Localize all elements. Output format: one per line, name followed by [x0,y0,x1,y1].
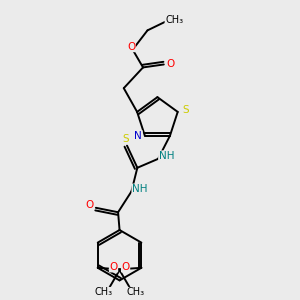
Text: O: O [127,42,135,52]
Text: O: O [122,262,130,272]
Text: S: S [183,105,189,116]
Text: O: O [166,59,174,70]
Text: CH₃: CH₃ [95,287,113,297]
Text: CH₃: CH₃ [126,287,145,297]
Text: NH: NH [132,184,148,194]
Text: O: O [110,262,118,272]
Text: S: S [122,134,129,144]
Text: NH: NH [159,151,174,161]
Text: O: O [85,200,94,210]
Text: CH₃: CH₃ [165,15,183,25]
Text: N: N [134,131,142,141]
